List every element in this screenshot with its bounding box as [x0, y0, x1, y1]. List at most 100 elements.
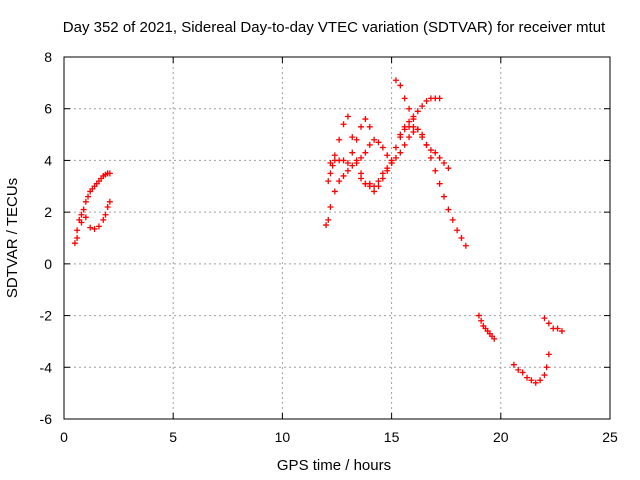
data-point — [362, 116, 369, 123]
data-point — [325, 216, 332, 223]
data-point — [397, 131, 404, 138]
data-point — [524, 374, 531, 381]
x-tick-label: 20 — [493, 429, 509, 445]
y-tick-label: 4 — [44, 152, 52, 168]
data-point — [366, 123, 373, 130]
data-point — [78, 211, 85, 218]
data-point — [336, 178, 343, 185]
data-point — [478, 317, 485, 324]
data-point — [340, 157, 347, 164]
data-point — [510, 361, 517, 368]
data-point — [410, 128, 417, 135]
data-point — [325, 178, 332, 185]
data-point — [371, 136, 378, 143]
data-point — [445, 206, 452, 213]
y-tick-label: -2 — [40, 308, 53, 324]
data-point — [91, 225, 98, 232]
data-point — [71, 240, 78, 247]
data-point — [327, 170, 334, 177]
data-point — [515, 366, 522, 373]
data-point — [436, 95, 443, 102]
data-point — [366, 183, 373, 190]
data-point — [106, 198, 113, 205]
data-point — [379, 170, 386, 177]
axis-ticks: 0 5 10 15 20 25 -6 -4 -2 0 2 4 6 8 — [40, 49, 618, 445]
y-tick-label: 0 — [44, 256, 52, 272]
data-point — [528, 377, 535, 384]
data-point — [545, 320, 552, 327]
data-point — [558, 328, 565, 335]
x-tick-label: 5 — [169, 429, 177, 445]
data-point — [441, 160, 448, 167]
data-point — [379, 144, 386, 151]
x-axis-label: GPS time / hours — [277, 457, 391, 474]
data-point — [106, 170, 113, 177]
data-point — [74, 235, 81, 241]
data-point — [375, 139, 382, 146]
data-point — [406, 118, 413, 125]
data-point — [358, 123, 365, 130]
data-point — [401, 123, 408, 130]
data-point — [532, 379, 539, 386]
data-point — [384, 152, 391, 159]
data-point — [104, 203, 111, 210]
data-point — [475, 312, 482, 319]
data-point — [331, 152, 338, 159]
data-point — [375, 178, 382, 185]
data-point — [423, 97, 430, 104]
data-point — [384, 167, 391, 174]
data-point — [397, 82, 404, 89]
data-point — [454, 227, 461, 234]
data-point — [349, 149, 356, 156]
data-point — [344, 167, 351, 174]
data-point — [74, 227, 81, 234]
grid — [64, 57, 610, 419]
x-tick-label: 15 — [384, 429, 400, 445]
data-point — [336, 136, 343, 143]
data-point — [388, 157, 395, 164]
chart-title: Day 352 of 2021, Sidereal Day-to-day VTE… — [63, 19, 606, 36]
data-point — [344, 160, 351, 167]
data-point — [375, 183, 382, 190]
data-point — [537, 377, 544, 384]
x-tick-label: 0 — [60, 429, 68, 445]
data-point — [410, 113, 417, 120]
data-point — [349, 162, 356, 169]
y-axis-label: SDTVAR / TECUs — [4, 178, 21, 298]
data-point — [419, 134, 426, 141]
data-point — [427, 154, 434, 161]
data-point — [414, 126, 421, 133]
data-point — [80, 206, 87, 213]
data-point — [541, 315, 548, 322]
data-point — [545, 351, 552, 358]
data-point — [349, 134, 356, 141]
data-point — [102, 211, 109, 218]
y-tick-label: 6 — [44, 101, 52, 117]
data-point — [379, 175, 386, 182]
data-point — [449, 216, 456, 223]
data-point — [78, 219, 85, 226]
data-point — [358, 154, 365, 161]
data-point — [344, 113, 351, 120]
y-tick-label: 8 — [44, 49, 52, 65]
data-point — [82, 214, 89, 221]
data-point — [543, 364, 550, 371]
data-point — [392, 77, 399, 84]
data-point — [410, 123, 417, 130]
data-point — [87, 224, 94, 231]
data-point — [95, 223, 102, 230]
data-point — [401, 95, 408, 102]
data-point — [323, 222, 330, 229]
data-point — [519, 369, 526, 376]
data-point — [406, 134, 413, 141]
plot-frame — [63, 56, 611, 420]
data-point — [366, 141, 373, 148]
data-point — [392, 154, 399, 161]
x-tick-label: 25 — [602, 429, 618, 445]
data-point — [401, 141, 408, 148]
data-point — [362, 180, 369, 187]
data-point — [554, 325, 561, 332]
data-point — [353, 136, 360, 143]
data-point — [427, 147, 434, 154]
